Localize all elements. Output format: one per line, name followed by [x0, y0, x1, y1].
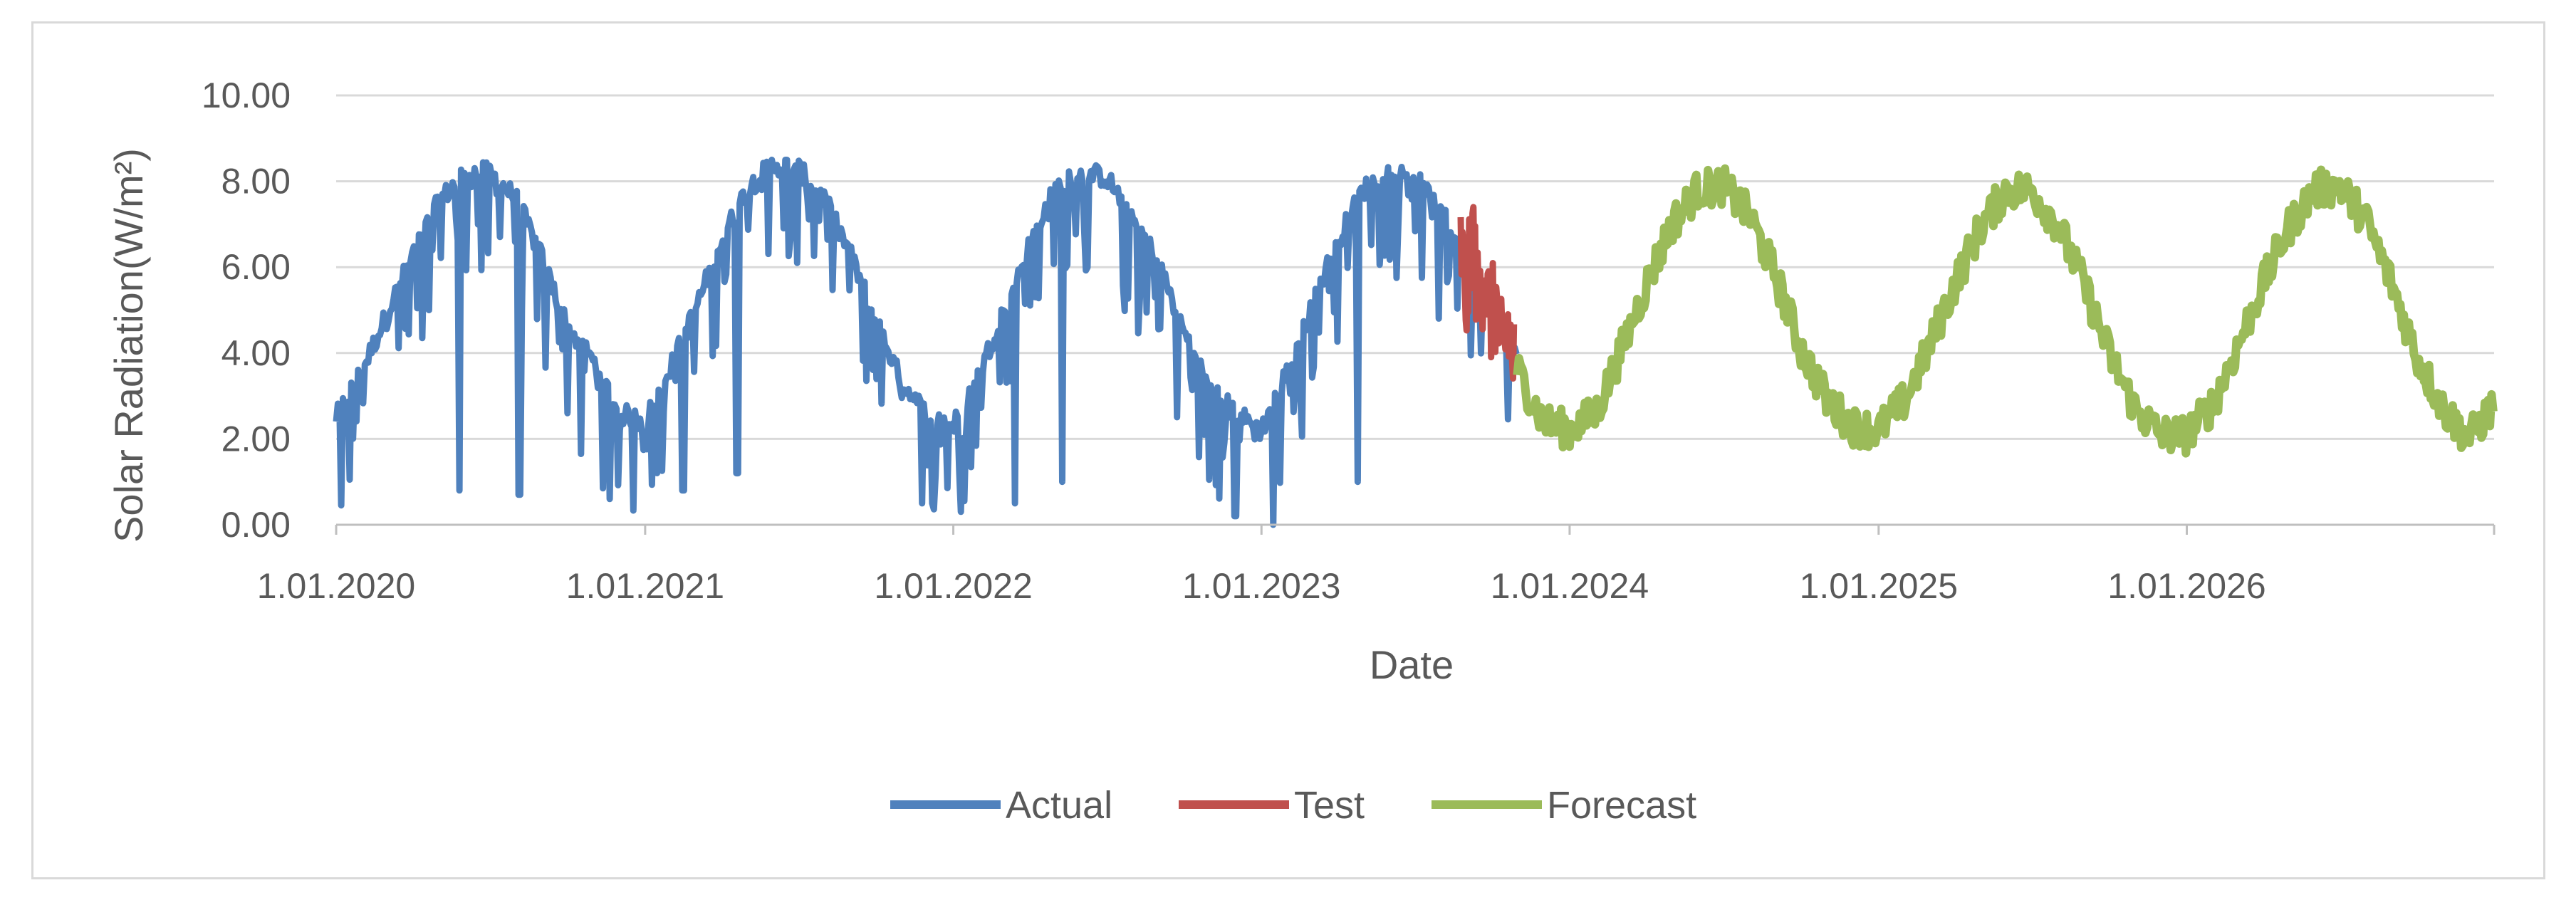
x-tick-label: 1.01.2022 — [874, 566, 1032, 606]
axes: 0.00 2.00 4.00 6.00 8.00 10.00 1.01.2020 1.01.2… — [202, 75, 2496, 606]
x-tick-label: 1.01.2020 — [257, 566, 415, 606]
x-tick-label: 1.01.2021 — [566, 566, 724, 606]
y-tick-label: 8.00 — [221, 162, 291, 202]
chart-frame — [31, 21, 2545, 879]
series-line-actual — [333, 157, 1520, 528]
y-tick-label: 6.00 — [221, 247, 291, 287]
x-axis-title: Date — [1370, 642, 1454, 687]
legend-label-forecast: Forecast — [1547, 784, 1696, 827]
series-line-test — [1457, 204, 1518, 382]
y-tick-label: 2.00 — [221, 419, 291, 459]
y-axis-title: Solar Radiation(W/m²) — [106, 148, 151, 543]
x-tick-label: 1.01.2026 — [2107, 566, 2265, 606]
series-lines — [333, 157, 2498, 528]
series-line-forecast — [1513, 164, 2498, 458]
legend-label-test: Test — [1294, 784, 1365, 827]
x-tick-label: 1.01.2025 — [1800, 566, 1958, 606]
legend-label-actual: Actual — [1006, 784, 1112, 827]
legend: Actual Test Forecast — [890, 784, 1696, 827]
x-tick-label: 1.01.2024 — [1491, 566, 1649, 606]
y-tick-label: 0.00 — [221, 505, 291, 545]
y-tick-label: 4.00 — [221, 333, 291, 373]
y-tick-label: 10.00 — [202, 75, 291, 115]
x-tick-label: 1.01.2023 — [1182, 566, 1340, 606]
